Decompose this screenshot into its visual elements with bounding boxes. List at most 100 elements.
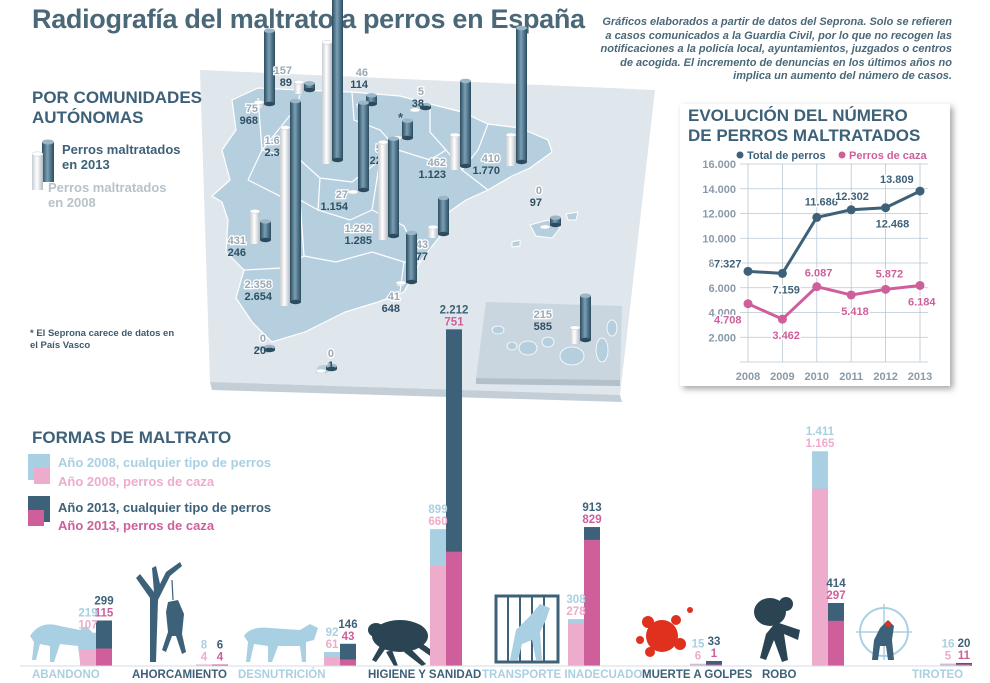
page-title: Radiografía del maltrato a perros en Esp… bbox=[32, 4, 585, 34]
map-marker-16: 001 bbox=[315, 347, 337, 374]
bar-2013-caza-5 bbox=[706, 664, 722, 666]
ytick-0: 2.000 bbox=[708, 332, 736, 344]
cylinder-2013-base-4 bbox=[332, 157, 343, 163]
label-2008-halo-13: 41 bbox=[388, 291, 400, 303]
hanging-tree-icon bbox=[136, 562, 186, 662]
point-label-halo-1-2: 6.087 bbox=[805, 268, 833, 280]
label-2008-0: 75 bbox=[246, 103, 258, 115]
cylinder-2008-11 bbox=[378, 142, 388, 240]
cylinder-2013-top-17 bbox=[580, 293, 591, 298]
label-2008-3: 5 bbox=[418, 86, 424, 98]
forms-title: FORMAS DE MALTRATO bbox=[32, 428, 232, 447]
label-2008-all-6: 1.411 bbox=[806, 426, 835, 438]
point-label-halo-1-3: 5.418 bbox=[841, 306, 869, 318]
bar-2013-all-5 bbox=[706, 660, 722, 666]
label-2008-all-0: 219 bbox=[78, 608, 97, 620]
point-0-5 bbox=[915, 186, 925, 196]
label-2008-halo-9: 0 bbox=[536, 185, 542, 197]
label-2013-all-4: 913 bbox=[582, 502, 601, 514]
map-region-markers: 757596815715789464611455381.6081.6082.31… bbox=[226, 0, 591, 374]
cylinder-2013-top-9 bbox=[550, 215, 561, 220]
label-2013-16: 1 bbox=[328, 360, 334, 372]
cylinder-2013-base-6 bbox=[460, 163, 471, 169]
label-2008-halo-14: 2.358 bbox=[244, 279, 272, 291]
bar-2008-caza-5 bbox=[690, 664, 706, 666]
cylinder-2013-11 bbox=[388, 138, 399, 236]
ytick-6: 14.000 bbox=[702, 184, 736, 196]
cylinder-2008-top-1 bbox=[293, 79, 305, 85]
cylinder-2013-base-9 bbox=[550, 222, 561, 228]
forms-bars: 219107299115ABANDONO8464AHORCAMIENTO9261… bbox=[20, 304, 972, 681]
point-label-0-4: 12.468 bbox=[876, 219, 910, 231]
label-2008-halo-0: 75 bbox=[246, 103, 258, 115]
label-2013-7: 1.770 bbox=[472, 165, 500, 177]
cylinder-2008-top-16 bbox=[315, 368, 327, 374]
label-2013-13: 648 bbox=[382, 303, 400, 315]
point-label-1-3: 5.418 bbox=[841, 306, 869, 318]
point-0-4 bbox=[881, 203, 891, 213]
thief-icon bbox=[754, 597, 800, 662]
legend-caza-dot bbox=[838, 151, 846, 159]
category-1: AHORCAMIENTO bbox=[132, 669, 227, 681]
cylinder-2008-7 bbox=[506, 134, 516, 166]
label-2008-14: 2.358 bbox=[244, 279, 272, 291]
xtick-2008: 2008 bbox=[736, 371, 760, 383]
cylinder-2013-base-7 bbox=[516, 159, 527, 165]
map-legend-cylinders bbox=[31, 139, 54, 190]
label-2008-13: 41 bbox=[388, 291, 400, 303]
label-2013-caza-4: 829 bbox=[582, 514, 601, 526]
label-2008-15: 0 bbox=[260, 333, 266, 345]
ytick-1: 4.000 bbox=[708, 308, 736, 320]
point-label-halo-0-4: 12.468 bbox=[876, 219, 910, 231]
cylinder-2008-top-3 bbox=[409, 107, 421, 113]
xtick-2009: 2009 bbox=[770, 371, 794, 383]
cylinder-2013-base-16 bbox=[326, 366, 337, 372]
flea-icon bbox=[368, 620, 440, 666]
point-label-0-1: 7.159 bbox=[772, 284, 800, 296]
evolution-grid: 2.000 4.000 6.000 8.000 10.000 12.000 14.000 16… bbox=[702, 159, 932, 383]
cylinder-2008-6 bbox=[450, 135, 460, 170]
cylinder-2013-6 bbox=[460, 80, 471, 166]
cylinder-2013-13 bbox=[406, 232, 417, 282]
label-2008-halo-16: 0 bbox=[328, 348, 334, 360]
category-2: DESNUTRICIÓN bbox=[238, 668, 326, 681]
label-2008-caza-4: 278 bbox=[566, 606, 586, 618]
label-2013-14: 2.654 bbox=[244, 291, 272, 303]
label-2008-11: 1.292 bbox=[344, 223, 372, 235]
cylinder-2013-17 bbox=[580, 295, 591, 340]
cylinder-2013-9 bbox=[550, 217, 561, 225]
label-2013-1: 89 bbox=[280, 77, 292, 89]
point-label-1-5: 6.184 bbox=[908, 296, 936, 308]
cylinder-2013-top-13 bbox=[406, 230, 417, 236]
cylinder-2008-top-12 bbox=[427, 224, 439, 230]
label-2013-all-5: 33 bbox=[708, 636, 721, 648]
map-legend-2008: Perros maltratados en 2008 bbox=[48, 180, 167, 210]
series-line-1 bbox=[747, 283, 921, 321]
label-2008-all-5: 15 bbox=[692, 639, 705, 651]
label-2008-7: 410 bbox=[482, 153, 500, 165]
label-2013-all-3: 2.212 bbox=[440, 304, 469, 316]
cylinder-2013-10 bbox=[260, 221, 271, 240]
bar-2013-caza-1 bbox=[212, 664, 228, 666]
point-label-1-2: 6.087 bbox=[805, 268, 833, 280]
legend-2013-all: Año 2013, cualquier tipo de perros bbox=[58, 500, 272, 515]
cylinder-2008-10 bbox=[250, 211, 260, 244]
point-1-3 bbox=[846, 290, 856, 300]
cylinder-2013-12 bbox=[438, 197, 449, 234]
canarias-islands bbox=[491, 319, 618, 366]
label-2008-halo-15: 0 bbox=[260, 333, 266, 345]
label-2008-halo-8: 27 bbox=[336, 189, 348, 201]
point-label-0-2: 11.686 bbox=[805, 196, 838, 208]
point-1-5 bbox=[915, 280, 925, 290]
